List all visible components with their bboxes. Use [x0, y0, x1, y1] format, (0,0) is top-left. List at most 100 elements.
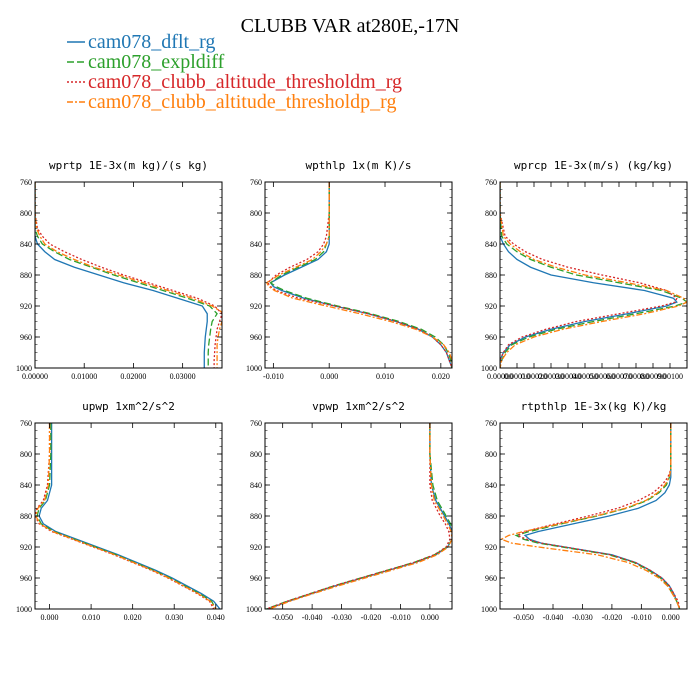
y-tick-label: 760 [250, 178, 262, 187]
y-tick-label: 1000 [246, 605, 262, 614]
y-tick-label: 760 [20, 178, 32, 187]
x-tick-label: 0.040 [207, 613, 225, 622]
y-tick-label: 840 [485, 481, 497, 490]
x-tick-label: -0.040 [543, 613, 564, 622]
legend-entry: cam078_clubb_altitude_thresholdm_rg [67, 71, 402, 93]
y-tick-label: 840 [20, 481, 32, 490]
x-tick-label: 0.00060 [589, 372, 615, 381]
x-tick-label: -0.010 [263, 372, 284, 381]
y-tick-label: 920 [20, 543, 32, 552]
y-tick-label: 880 [485, 512, 497, 521]
x-tick-label: 0.00040 [555, 372, 581, 381]
panel-title: wprtp 1E-3x(m kg)/(s kg) [49, 159, 208, 172]
y-tick-label: 960 [20, 333, 32, 342]
x-tick-label: -0.030 [331, 613, 352, 622]
series-line [35, 182, 222, 368]
legend-label: cam078_clubb_altitude_thresholdm_rg [88, 71, 402, 93]
series-line [267, 423, 452, 609]
series-line [35, 423, 215, 609]
series-line [265, 182, 452, 368]
panel: rtpthlp 1E-3x(kg K)/kg 760 800 840 880 920 960… [481, 400, 688, 622]
panel-title: wprcp 1E-3x(m/s) (kg/kg) [514, 159, 673, 172]
y-tick-label: 760 [20, 419, 32, 428]
legend-entry: cam078_clubb_altitude_thresholdp_rg [67, 91, 396, 113]
y-tick-label: 880 [250, 512, 262, 521]
x-tick-label: 0.00080 [623, 372, 649, 381]
panel-title: upwp 1xm^2/s^2 [82, 400, 175, 413]
x-tick-label: -0.020 [361, 613, 382, 622]
series-line [35, 182, 218, 368]
y-tick-label: 920 [20, 302, 32, 311]
series-line [516, 423, 681, 609]
y-tick-label: 840 [250, 481, 262, 490]
y-tick-label: 960 [250, 333, 262, 342]
y-tick-label: 880 [20, 512, 32, 521]
series-line [500, 423, 681, 609]
series-line [35, 182, 222, 368]
y-tick-label: 800 [250, 209, 262, 218]
plot-frame [34, 422, 223, 610]
series-line [500, 182, 687, 368]
panel-title: vpwp 1xm^2/s^2 [312, 400, 405, 413]
y-tick-label: 920 [485, 302, 497, 311]
legend-entry: cam078_expldiff [67, 51, 225, 73]
x-tick-label: 0.000 [41, 613, 59, 622]
legend-entry: cam078_dflt_rg [67, 31, 215, 53]
legend-label: cam078_dflt_rg [88, 31, 215, 53]
x-tick-label: 0.020 [432, 372, 450, 381]
x-tick-label: -0.020 [602, 613, 623, 622]
x-tick-label: 0.010 [376, 372, 394, 381]
x-tick-label: 0.010 [82, 613, 100, 622]
x-tick-label: 0.00050 [572, 372, 598, 381]
panel-title: wpthlp 1x(m K)/s [306, 159, 412, 172]
series-line [269, 182, 452, 368]
plot-frame [499, 422, 688, 610]
panel: wpthlp 1x(m K)/s 760 800 840 880 920 960 1000-0… [246, 159, 453, 381]
x-tick-label: -0.050 [513, 613, 534, 622]
series-line [35, 182, 208, 368]
y-tick-label: 760 [485, 419, 497, 428]
plot-frame [34, 181, 223, 369]
x-tick-label: 0.00000 [22, 372, 48, 381]
panel: upwp 1xm^2/s^2 760 800 840 880 920 960 1000 0.00… [16, 400, 225, 622]
x-tick-label: 0.020 [124, 613, 142, 622]
panel: vpwp 1xm^2/s^2 760 800 840 880 920 960 1000 -0.0… [246, 400, 453, 622]
series-line [269, 182, 452, 368]
x-tick-label: 0.000 [662, 613, 680, 622]
x-tick-label: 0.00000 [487, 372, 513, 381]
x-tick-label: 0.030 [165, 613, 183, 622]
series-line [36, 423, 217, 609]
panels: wprtp 1E-3x(m kg)/(s kg) 760 800 840 880 920 9… [16, 159, 688, 622]
y-tick-label: 1000 [16, 605, 32, 614]
panel: wprcp 1E-3x(m/s) (kg/kg) 760 800 840 880 920 9… [481, 159, 688, 381]
y-tick-label: 760 [485, 178, 497, 187]
y-tick-label: 1000 [481, 605, 497, 614]
x-tick-label: 0.00030 [538, 372, 564, 381]
x-tick-label: 0.000 [421, 613, 439, 622]
y-tick-label: 880 [250, 271, 262, 280]
y-tick-label: 840 [485, 240, 497, 249]
y-tick-label: 840 [20, 240, 32, 249]
y-tick-label: 960 [250, 574, 262, 583]
series-line [500, 182, 678, 368]
series-line [266, 182, 452, 368]
plot-frame [264, 181, 453, 369]
x-tick-label: -0.050 [272, 613, 293, 622]
y-tick-label: 920 [485, 543, 497, 552]
x-tick-label: -0.010 [631, 613, 652, 622]
x-tick-label: 0.03000 [170, 372, 196, 381]
y-tick-label: 800 [250, 450, 262, 459]
series-line [35, 423, 217, 609]
y-tick-label: 800 [20, 209, 32, 218]
series-line [266, 423, 451, 609]
y-tick-label: 800 [485, 450, 497, 459]
x-tick-label: 0.02000 [120, 372, 146, 381]
y-tick-label: 960 [485, 574, 497, 583]
x-tick-label: 0.000 [320, 372, 338, 381]
y-tick-label: 960 [20, 574, 32, 583]
y-tick-label: 800 [20, 450, 32, 459]
y-tick-label: 840 [250, 240, 262, 249]
figure-title: CLUBB VAR at280E,-17N [241, 15, 460, 37]
y-tick-label: 920 [250, 543, 262, 552]
